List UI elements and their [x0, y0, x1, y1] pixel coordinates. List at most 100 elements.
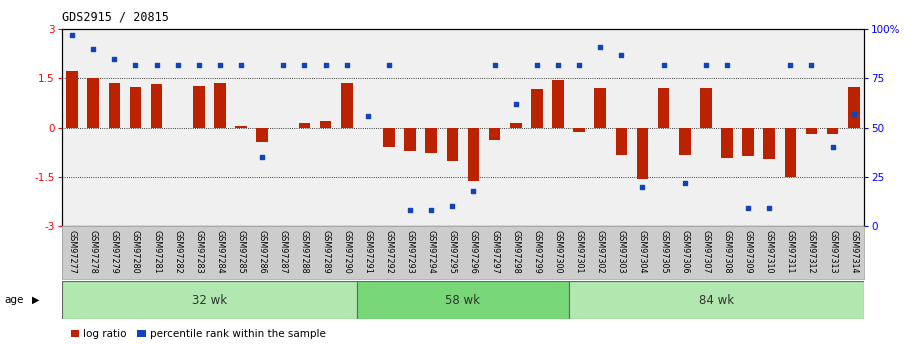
Bar [552, 80, 564, 128]
Point [403, 207, 417, 213]
Text: 84 wk: 84 wk [699, 294, 734, 307]
Text: GSM97280: GSM97280 [131, 230, 140, 274]
Text: GSM97301: GSM97301 [575, 230, 584, 274]
Bar [636, 128, 648, 179]
Text: GSM97285: GSM97285 [236, 230, 245, 274]
Point [86, 46, 100, 52]
Bar [62, 281, 357, 319]
Point [65, 32, 80, 38]
Point [192, 62, 206, 68]
Text: GSM97303: GSM97303 [617, 230, 626, 274]
Bar [658, 88, 670, 128]
Point [762, 206, 776, 211]
Text: 58 wk: 58 wk [445, 294, 481, 307]
Text: GSM97292: GSM97292 [385, 230, 394, 274]
Point [360, 113, 375, 119]
Text: ▶: ▶ [32, 295, 39, 305]
Bar [66, 71, 78, 128]
Bar [742, 128, 754, 157]
Point [509, 101, 523, 107]
Legend: log ratio, percentile rank within the sample: log ratio, percentile rank within the sa… [67, 325, 330, 343]
Text: GSM97284: GSM97284 [215, 230, 224, 274]
Text: GSM97287: GSM97287 [279, 230, 288, 274]
Point [635, 184, 650, 189]
Bar [256, 128, 268, 142]
Bar [341, 83, 353, 128]
Bar [568, 281, 864, 319]
Point [805, 62, 819, 68]
Point [319, 62, 333, 68]
Text: GSM97282: GSM97282 [173, 230, 182, 274]
Point [719, 62, 734, 68]
Point [614, 52, 629, 58]
Point [297, 62, 311, 68]
Point [129, 62, 143, 68]
Bar [446, 128, 458, 161]
Point [255, 154, 270, 160]
Text: GSM97291: GSM97291 [363, 230, 372, 274]
Text: GSM97313: GSM97313 [828, 230, 837, 274]
Bar [383, 128, 395, 147]
Point [445, 204, 460, 209]
Point [149, 62, 164, 68]
Point [276, 62, 291, 68]
Bar [151, 85, 162, 128]
Text: GSM97293: GSM97293 [405, 230, 414, 274]
Point [424, 207, 438, 213]
Point [466, 188, 481, 193]
Text: GSM97286: GSM97286 [258, 230, 267, 274]
Text: GSM97279: GSM97279 [110, 230, 119, 274]
Text: GSM97297: GSM97297 [491, 230, 499, 274]
Bar [764, 128, 775, 159]
Text: GDS2915 / 20815: GDS2915 / 20815 [62, 10, 168, 23]
Bar [88, 78, 99, 128]
Bar [721, 128, 733, 158]
Bar [573, 128, 585, 131]
Text: GSM97290: GSM97290 [342, 230, 351, 274]
Bar [129, 87, 141, 128]
Text: GSM97312: GSM97312 [807, 230, 816, 274]
Bar [489, 128, 500, 140]
Point [488, 62, 502, 68]
Bar [357, 281, 568, 319]
Point [170, 62, 185, 68]
Bar [679, 128, 691, 155]
Text: GSM97298: GSM97298 [511, 230, 520, 274]
Text: GSM97308: GSM97308 [722, 230, 731, 274]
Text: GSM97314: GSM97314 [849, 230, 858, 274]
Text: 32 wk: 32 wk [192, 294, 227, 307]
Bar [214, 83, 225, 128]
Text: GSM97310: GSM97310 [765, 230, 774, 274]
Bar [193, 86, 205, 128]
Text: GSM97302: GSM97302 [595, 230, 605, 274]
Text: GSM97278: GSM97278 [89, 230, 98, 274]
Point [339, 62, 354, 68]
Point [529, 62, 544, 68]
Bar [405, 128, 416, 151]
Bar [109, 83, 120, 128]
Bar [827, 128, 838, 134]
Point [572, 62, 586, 68]
Text: GSM97277: GSM97277 [68, 230, 77, 274]
Text: age: age [5, 295, 24, 305]
Text: GSM97281: GSM97281 [152, 230, 161, 274]
Bar [615, 128, 627, 155]
Point [551, 62, 566, 68]
Text: GSM97305: GSM97305 [659, 230, 668, 274]
Bar [425, 128, 437, 153]
Bar [299, 123, 310, 128]
Bar [700, 88, 711, 128]
Text: GSM97311: GSM97311 [786, 230, 795, 274]
Point [825, 145, 840, 150]
Bar [235, 126, 247, 128]
Bar [848, 87, 860, 128]
Point [741, 206, 756, 211]
Text: GSM97283: GSM97283 [195, 230, 204, 274]
Text: GSM97296: GSM97296 [469, 230, 478, 274]
Bar [468, 128, 480, 181]
Point [846, 111, 861, 117]
Text: GSM97299: GSM97299 [532, 230, 541, 274]
Point [699, 62, 713, 68]
Point [233, 62, 248, 68]
Text: GSM97289: GSM97289 [321, 230, 330, 274]
